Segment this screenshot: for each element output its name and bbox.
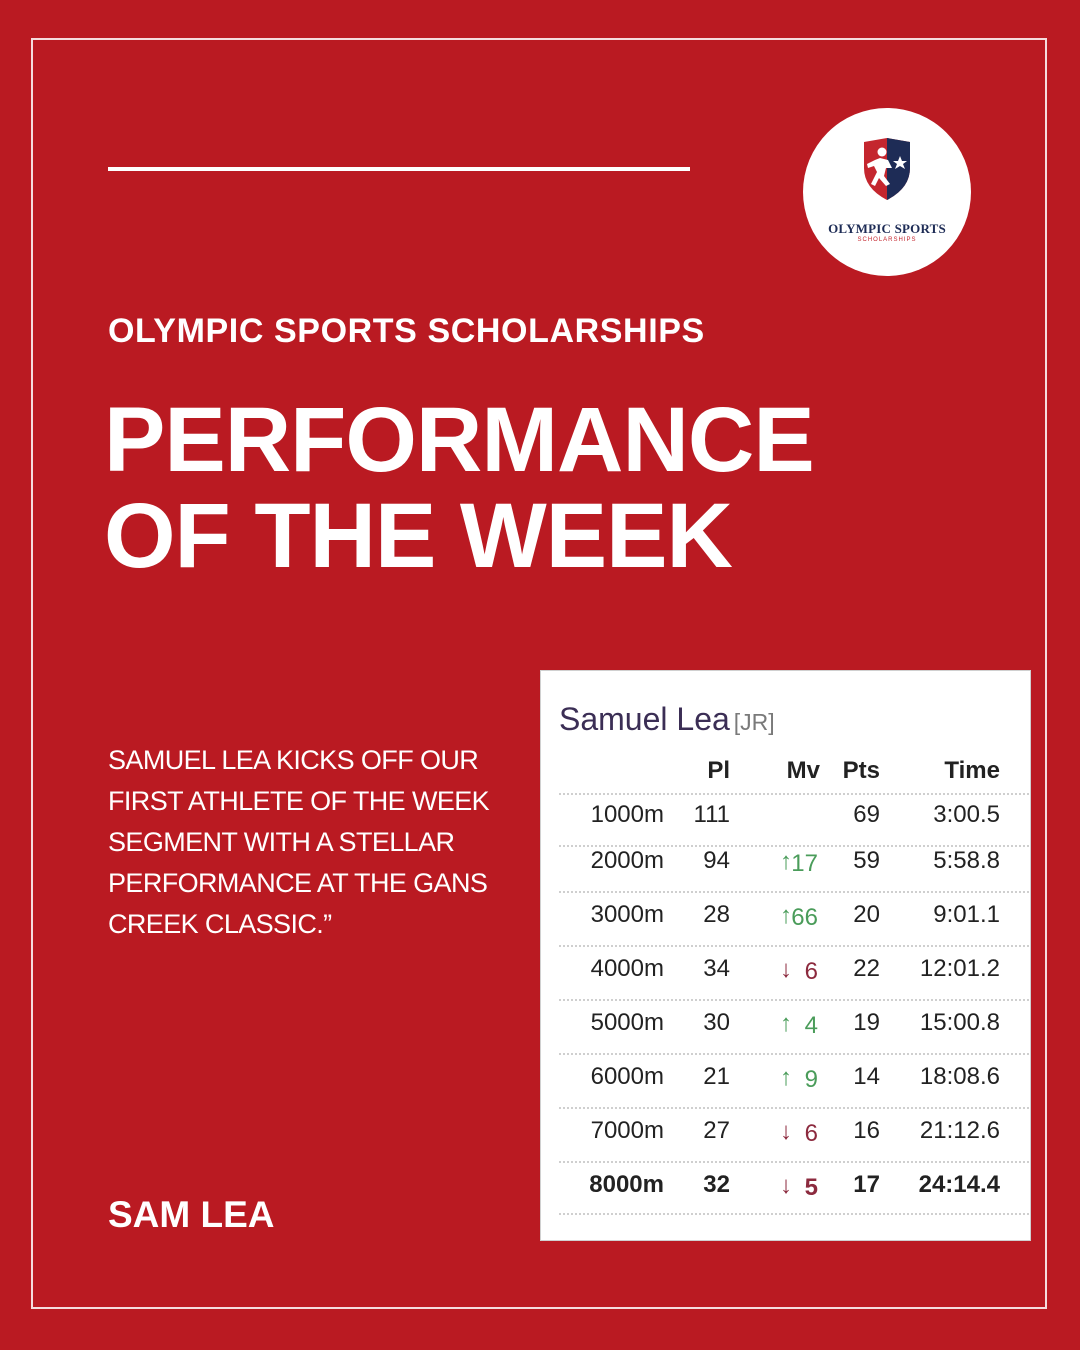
points-value: 22: [853, 955, 880, 982]
points-value: 59: [853, 847, 880, 874]
story-text: SAMUEL LEA KICKS OFF OUR FIRST ATHLETE O…: [108, 740, 528, 945]
split-distance: 7000m: [590, 1117, 664, 1144]
place-value: 28: [703, 901, 730, 928]
row-divider: [559, 945, 1029, 947]
story-line: PERFORMANCE AT THE GANS: [108, 868, 488, 898]
card-grade: [JR]: [733, 709, 775, 735]
runner-shield-icon: [864, 138, 910, 200]
story-line: FIRST ATHLETE OF THE WEEK: [108, 786, 490, 816]
row-divider: [559, 891, 1029, 893]
arrow-down-icon: ↓: [780, 1172, 792, 1199]
logo-subtitle: SCHOLARSHIPS: [857, 237, 917, 243]
story-line: CREEK CLASSIC.”: [108, 909, 332, 939]
place-value: 94: [703, 847, 730, 874]
split-distance: 6000m: [590, 1063, 664, 1090]
row-divider: [559, 1161, 1029, 1163]
arrow-up-icon: ↑: [780, 902, 792, 929]
split-distance: 2000m: [590, 847, 664, 874]
movement-value: 6: [804, 1120, 818, 1147]
arrow-down-icon: ↓: [780, 956, 792, 983]
row-divider: [559, 845, 1029, 847]
points-value: 20: [853, 901, 880, 928]
row-divider: [559, 999, 1029, 1001]
movement-value: 5: [804, 1174, 818, 1201]
row-divider: [559, 1213, 1029, 1215]
arrow-up-icon: ↑: [780, 1010, 792, 1037]
col-header-mv: Mv: [786, 757, 820, 784]
arrow-up-icon: ↑: [780, 848, 792, 875]
arrow-down-icon: ↓: [780, 1118, 792, 1145]
movement-value: 66: [791, 904, 818, 931]
points-value: 17: [853, 1171, 880, 1198]
headline-line: OF THE WEEK: [104, 485, 733, 587]
split-time: 18:08.6: [919, 1063, 1000, 1090]
col-header-pts: Pts: [842, 757, 880, 784]
story-line: SEGMENT WITH A STELLAR: [108, 827, 455, 857]
place-value: 30: [703, 1009, 730, 1036]
place-value: 111: [693, 801, 730, 828]
card-header: Samuel Lea [JR]: [559, 701, 775, 738]
points-value: 14: [853, 1063, 880, 1090]
split-distance: 5000m: [590, 1009, 664, 1036]
place-value: 21: [703, 1063, 730, 1090]
split-time: 15:00.8: [919, 1009, 1000, 1036]
row-divider: [559, 793, 1029, 795]
split-time: 3:00.5: [933, 801, 1000, 828]
headline-line: PERFORMANCE: [104, 389, 815, 491]
split-distance: 1000m: [590, 801, 664, 828]
movement-value: 6: [804, 958, 818, 985]
split-time: 21:12.6: [919, 1117, 1000, 1144]
org-title: OLYMPIC SPORTS SCHOLARSHIPS: [108, 312, 705, 350]
points-value: 16: [853, 1117, 880, 1144]
movement-value: 17: [791, 850, 818, 877]
split-distance: 3000m: [590, 901, 664, 928]
movement-value: 4: [804, 1012, 818, 1039]
place-value: 34: [703, 955, 730, 982]
movement-value: 9: [804, 1066, 818, 1093]
results-card: Samuel Lea [JR] Pl Mv Pts Time 1000m 111 69 3:00…: [540, 670, 1031, 1241]
col-header-time: Time: [944, 757, 1000, 784]
col-header-pl: Pl: [707, 757, 730, 784]
place-value: 27: [703, 1117, 730, 1144]
logo-name: OLYMPIC SPORTS: [828, 221, 946, 236]
split-time: 9:01.1: [933, 901, 1000, 928]
athlete-name: SAM LEA: [108, 1194, 275, 1235]
points-value: 19: [853, 1009, 880, 1036]
split-distance: 4000m: [590, 955, 664, 982]
split-time: 24:14.4: [918, 1171, 1000, 1198]
row-divider: [559, 1053, 1029, 1055]
place-value: 32: [703, 1171, 730, 1198]
card-athlete-name: Samuel Lea: [559, 701, 730, 737]
points-value: 69: [853, 801, 880, 828]
headline: PERFORMANCE OF THE WEEK: [104, 389, 815, 587]
arrow-up-icon: ↑: [780, 1064, 792, 1091]
split-time: 12:01.2: [919, 955, 1000, 982]
split-distance: 8000m: [589, 1171, 664, 1198]
border-frame: [31, 38, 1047, 1309]
split-time: 5:58.8: [933, 847, 1000, 874]
row-divider: [559, 1107, 1029, 1109]
story-line: SAMUEL LEA KICKS OFF OUR: [108, 745, 479, 775]
decorative-rule: [108, 167, 690, 171]
brand-logo: OLYMPIC SPORTS SCHOLARSHIPS: [803, 108, 971, 276]
